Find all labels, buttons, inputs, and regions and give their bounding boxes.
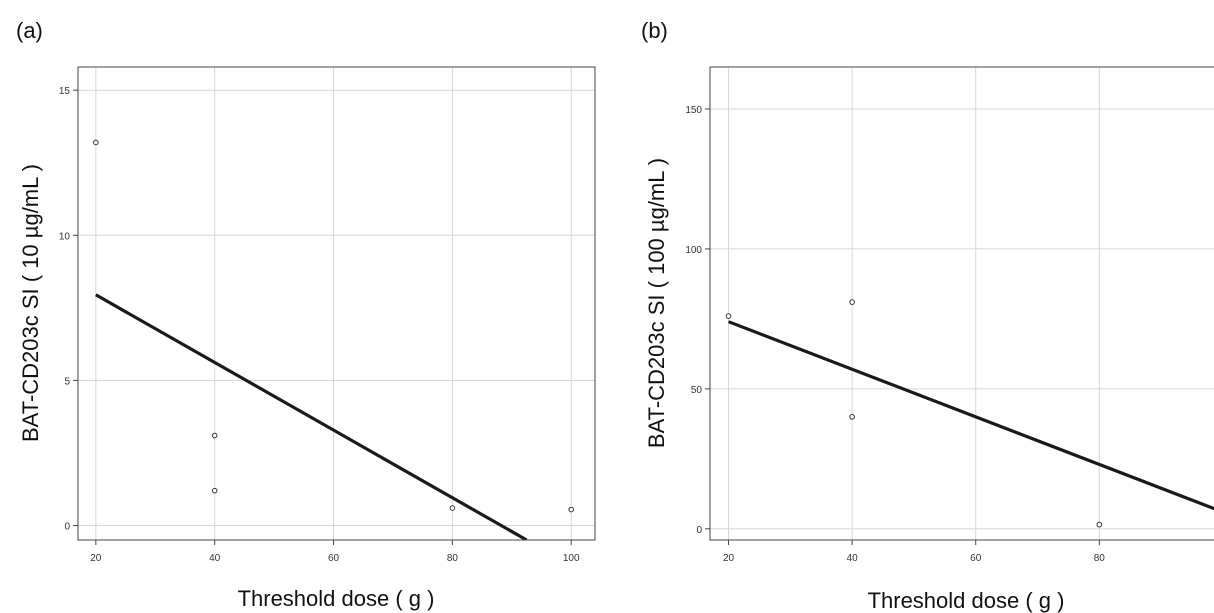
- data-point-4: [1096, 521, 1103, 528]
- x-tick-label: 60: [970, 553, 982, 564]
- plot-area-p0: [78, 67, 595, 540]
- panel-b-ylabel: BAT-CD203c SI ( 100 µg/mL ): [644, 158, 669, 448]
- data-point-1: [725, 313, 732, 319]
- y-tick-label: 10: [59, 231, 71, 242]
- panel-a-xlabel: Threshold dose ( g ): [238, 586, 435, 611]
- regression-line: [727, 320, 1214, 511]
- panel-a-label: (a): [16, 18, 43, 43]
- x-tick-label: 80: [447, 553, 459, 564]
- plot-frame: [709, 66, 1214, 541]
- data-point-1: [93, 139, 99, 146]
- y-tick-label: 150: [685, 105, 702, 116]
- plot-frame: [77, 66, 596, 541]
- x-tick-label: 20: [90, 553, 102, 564]
- x-tick-label: 60: [328, 553, 340, 564]
- plot-area-p1: [710, 67, 1214, 540]
- data-point-5: [568, 506, 575, 513]
- panel-a-ylabel: BAT-CD203c SI ( 10 µg/mL ): [18, 164, 43, 442]
- data-point-4: [449, 505, 456, 511]
- data-point-3: [211, 487, 218, 494]
- y-tick-label: 0: [64, 521, 70, 532]
- y-tick-label: 50: [691, 385, 703, 396]
- x-tick-label: 40: [847, 553, 859, 564]
- y-tick-label: 0: [696, 525, 702, 536]
- panel-b-label: (b): [641, 18, 668, 43]
- y-tick-label: 100: [685, 245, 702, 256]
- panel-b-chart: (b) Threshold dose ( g ) BAT-CD203c SI (…: [641, 18, 1214, 613]
- x-tick-label: 80: [1094, 553, 1106, 564]
- y-tick-label: 15: [59, 86, 71, 97]
- x-tick-label: 100: [563, 553, 580, 564]
- data-point-2: [211, 432, 218, 439]
- panel-a-chart: (a) Threshold dose ( g ) BAT-CD203c SI (…: [16, 18, 596, 611]
- regression-line: [95, 293, 528, 540]
- x-tick-label: 20: [723, 553, 735, 564]
- panel-b-xlabel: Threshold dose ( g ): [868, 588, 1065, 613]
- y-tick-label: 5: [64, 376, 70, 387]
- data-point-3: [849, 414, 855, 420]
- x-tick-label: 40: [209, 553, 221, 564]
- data-point-2: [849, 299, 855, 305]
